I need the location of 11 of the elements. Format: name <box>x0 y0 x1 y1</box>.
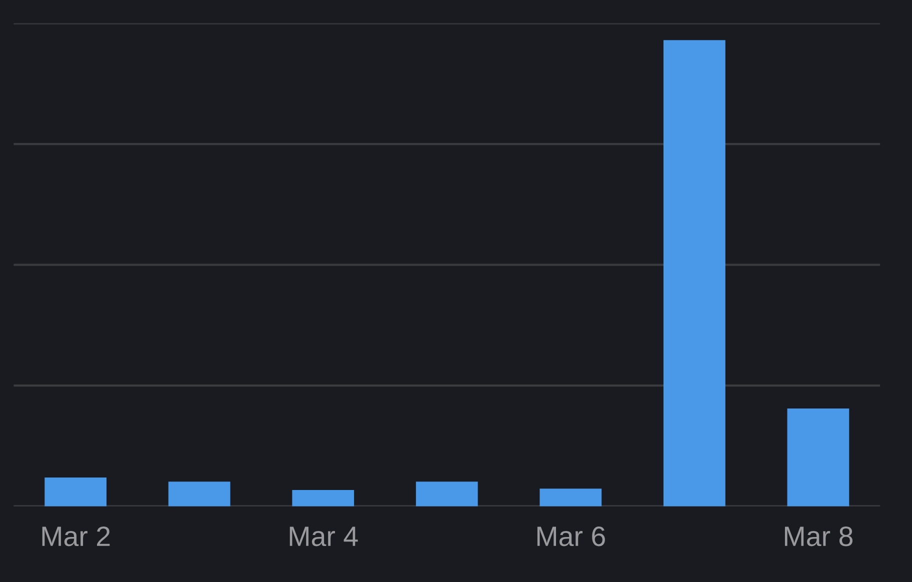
bar <box>540 488 602 506</box>
bar <box>416 482 478 506</box>
bar <box>44 477 107 506</box>
x-tick-label: Mar 2 <box>42 526 110 546</box>
bar <box>292 490 354 506</box>
bar <box>663 40 726 506</box>
x-tick-label: Mar 8 <box>784 526 852 546</box>
bar <box>168 482 230 506</box>
x-tick-label: Mar 6 <box>537 526 605 546</box>
x-tick-label: Mar 4 <box>290 526 358 546</box>
bar <box>787 408 850 506</box>
